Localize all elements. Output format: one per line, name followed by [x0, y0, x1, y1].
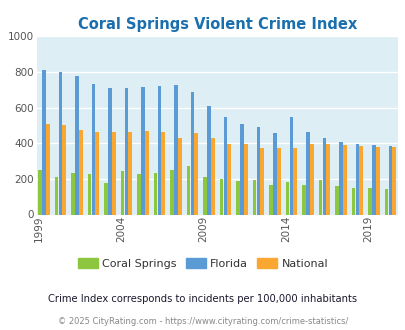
- Text: © 2025 CityRating.com - https://www.cityrating.com/crime-statistics/: © 2025 CityRating.com - https://www.city…: [58, 317, 347, 326]
- Bar: [342, 145, 346, 214]
- Bar: [190, 91, 194, 214]
- Bar: [371, 145, 375, 214]
- Bar: [269, 185, 272, 214]
- Bar: [186, 166, 190, 214]
- Bar: [38, 170, 42, 215]
- Bar: [42, 70, 46, 214]
- Text: Crime Index corresponds to incidents per 100,000 inhabitants: Crime Index corresponds to incidents per…: [48, 294, 357, 304]
- Bar: [128, 132, 132, 214]
- Bar: [351, 188, 355, 214]
- Bar: [223, 117, 227, 214]
- Bar: [95, 132, 99, 214]
- Bar: [137, 175, 141, 215]
- Bar: [256, 127, 260, 214]
- Bar: [335, 186, 338, 214]
- Bar: [79, 130, 82, 214]
- Bar: [87, 175, 91, 215]
- Bar: [124, 88, 128, 214]
- Bar: [92, 83, 95, 214]
- Bar: [46, 124, 49, 214]
- Bar: [207, 106, 210, 214]
- Bar: [227, 144, 230, 214]
- Bar: [276, 148, 280, 214]
- Bar: [170, 170, 174, 215]
- Bar: [177, 138, 181, 214]
- Bar: [211, 138, 214, 214]
- Bar: [153, 173, 157, 214]
- Bar: [260, 148, 263, 214]
- Bar: [322, 138, 326, 214]
- Bar: [220, 179, 223, 214]
- Bar: [338, 142, 342, 214]
- Bar: [104, 183, 108, 214]
- Bar: [145, 131, 148, 214]
- Bar: [157, 86, 161, 214]
- Bar: [161, 132, 165, 214]
- Legend: Coral Springs, Florida, National: Coral Springs, Florida, National: [73, 254, 332, 273]
- Bar: [289, 117, 292, 214]
- Bar: [62, 125, 66, 214]
- Bar: [58, 72, 62, 215]
- Bar: [355, 144, 358, 214]
- Bar: [358, 146, 362, 214]
- Bar: [112, 132, 115, 214]
- Title: Coral Springs Violent Crime Index: Coral Springs Violent Crime Index: [77, 17, 356, 32]
- Bar: [239, 124, 243, 214]
- Bar: [326, 144, 329, 214]
- Bar: [392, 147, 395, 214]
- Bar: [285, 182, 289, 214]
- Bar: [75, 77, 79, 215]
- Bar: [302, 185, 305, 214]
- Bar: [318, 180, 322, 214]
- Bar: [243, 144, 247, 214]
- Bar: [309, 144, 313, 214]
- Bar: [108, 88, 111, 214]
- Bar: [194, 133, 198, 214]
- Bar: [375, 147, 379, 214]
- Bar: [203, 177, 207, 214]
- Bar: [236, 181, 239, 214]
- Bar: [367, 188, 371, 214]
- Bar: [174, 85, 177, 214]
- Bar: [388, 146, 391, 214]
- Bar: [71, 173, 75, 214]
- Bar: [384, 189, 388, 214]
- Bar: [121, 171, 124, 214]
- Bar: [305, 132, 309, 214]
- Bar: [252, 180, 256, 214]
- Bar: [141, 87, 145, 214]
- Bar: [273, 133, 276, 214]
- Bar: [293, 148, 296, 214]
- Bar: [55, 177, 58, 214]
